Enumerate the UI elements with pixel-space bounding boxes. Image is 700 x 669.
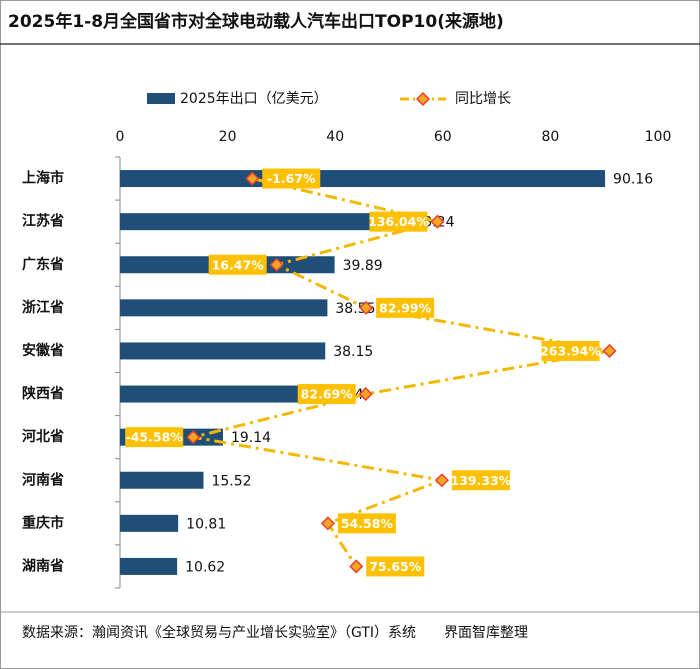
growth-marker xyxy=(186,430,201,445)
bar-value-label: 39.89 xyxy=(343,258,383,274)
growth-marker xyxy=(349,559,364,574)
growth-marker xyxy=(359,300,374,315)
growth-line xyxy=(192,177,610,568)
growth-marker xyxy=(269,257,284,272)
growth-marker xyxy=(245,171,260,186)
bar xyxy=(120,170,606,188)
growth-label-box xyxy=(451,470,510,491)
y-tick-label: 浙江省 xyxy=(22,299,64,316)
y-tick-label: 重庆市 xyxy=(22,514,64,531)
growth-value-label: 16.47% xyxy=(212,257,265,272)
x-tick-label: 60 xyxy=(434,129,452,145)
growth-label-box xyxy=(337,513,396,534)
growth-marker xyxy=(320,516,335,531)
growth-label-box xyxy=(297,384,356,405)
growth-value-label: -45.58% xyxy=(126,430,184,445)
bar xyxy=(120,213,407,231)
bar xyxy=(120,299,328,317)
growth-marker xyxy=(358,386,373,402)
growth-value-label: 263.94% xyxy=(540,343,601,358)
growth-value-label: 82.99% xyxy=(379,300,432,315)
y-tick-label: 湖南省 xyxy=(22,557,64,574)
source-note: 数据来源：瀚闻资讯《全球贸易与产业增长实验室》（GTI）系统 界面智库整理 xyxy=(22,624,528,641)
bar-value-label: 90.16 xyxy=(613,172,653,188)
x-tick-label: 20 xyxy=(219,129,237,145)
growth-marker xyxy=(434,473,449,488)
y-tick-label: 广东省 xyxy=(22,256,64,273)
legend-swatch xyxy=(415,91,431,107)
bar-value-label: 19.14 xyxy=(231,430,271,446)
growth-marker xyxy=(602,343,617,359)
x-tick-label: 80 xyxy=(541,129,559,145)
growth-value-label: 136.04% xyxy=(368,214,429,229)
chart-title: 2025年1-8月全国省市对全球电动载人汽车出口TOP10(来源地) xyxy=(8,11,504,32)
growth-value-label: 82.69% xyxy=(301,387,354,402)
legend-swatch xyxy=(147,93,175,104)
growth-label-box xyxy=(366,556,425,577)
y-tick-label: 上海市 xyxy=(22,170,64,187)
bar xyxy=(120,385,316,403)
legend-label: 同比增长 xyxy=(455,91,511,107)
x-tick-label: 0 xyxy=(116,129,125,145)
x-tick-label: 40 xyxy=(326,129,344,145)
growth-label-box xyxy=(208,254,267,275)
y-tick-label: 河南省 xyxy=(22,471,64,488)
growth-marker xyxy=(430,214,445,229)
y-tick-label: 安徽省 xyxy=(22,342,64,359)
growth-label-box xyxy=(125,427,184,448)
growth-value-label: 54.58% xyxy=(341,516,394,531)
bar xyxy=(120,514,179,532)
bar xyxy=(120,342,326,360)
legend-label: 2025年出口（亿美元） xyxy=(180,91,328,107)
y-tick-label: 河北省 xyxy=(22,428,64,445)
bar-value-label: 15.52 xyxy=(211,473,251,489)
bar xyxy=(120,557,178,575)
x-tick-label: 100 xyxy=(645,129,672,145)
growth-value-label: 139.33% xyxy=(451,473,512,488)
growth-label-box xyxy=(262,168,321,189)
bar-value-label: 38.15 xyxy=(333,344,373,360)
y-tick-label: 陕西省 xyxy=(22,385,64,402)
growth-label-box xyxy=(369,211,428,232)
growth-label-box xyxy=(541,340,600,361)
y-tick-label: 江苏省 xyxy=(22,213,64,230)
growth-value-label: -1.67% xyxy=(267,171,316,186)
bar-value-label: 10.81 xyxy=(186,516,226,532)
bar-value-label: 10.62 xyxy=(185,559,225,575)
growth-label-box xyxy=(376,297,435,318)
bar xyxy=(120,471,204,489)
growth-value-label: 75.65% xyxy=(369,559,422,574)
